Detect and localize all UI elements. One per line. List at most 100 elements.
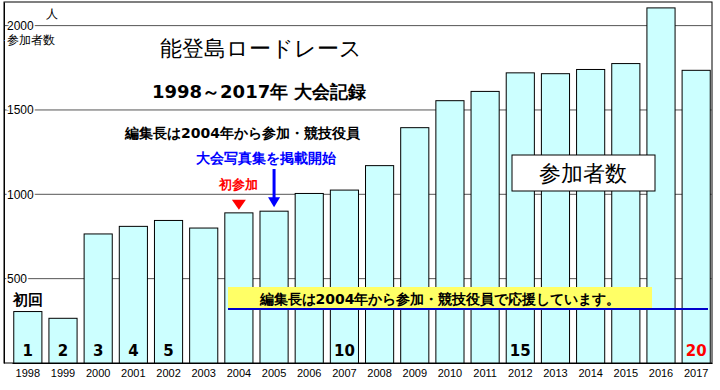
x-tick: 2011	[473, 363, 497, 379]
x-tick: 2008	[367, 363, 391, 379]
bar	[612, 64, 640, 363]
x-tick-label: 1999	[51, 367, 75, 379]
x-tick-label: 2011	[473, 367, 497, 379]
annotations: 編集長は2004年から参加・競技役員大会写真集を掲載開始初参加 参加者数編集長は2…	[12, 125, 708, 309]
edition-label: 2	[58, 342, 68, 360]
x-tick: 2017	[684, 363, 708, 379]
x-tick-label: 2005	[262, 367, 286, 379]
y-axis-title: 参加者数	[7, 33, 55, 47]
annotation: 参加者数	[539, 161, 627, 186]
x-tick-label: 2001	[121, 367, 145, 379]
x-tick-label: 2000	[86, 367, 110, 379]
bar	[577, 69, 605, 363]
x-tick: 2012	[508, 363, 532, 379]
bar	[49, 318, 77, 363]
grid-line	[4, 109, 712, 110]
x-tick-label: 2007	[332, 367, 356, 379]
annotation-arrowhead	[268, 197, 280, 207]
annotation: 編集長は2004年から参加・競技役員	[124, 125, 361, 141]
x-tick-label: 2010	[438, 367, 462, 379]
x-tick-label: 2009	[403, 367, 427, 379]
edition-label: 4	[128, 342, 138, 360]
annotation: 大会写真集を掲載開始	[196, 150, 337, 166]
x-tick: 2005	[262, 363, 286, 379]
x-axis-line	[13, 363, 713, 364]
x-tick-label: 2015	[614, 367, 638, 379]
x-tick: 2007	[332, 363, 356, 379]
y-tick-label: 500	[7, 272, 27, 286]
y-tick-label: 1000	[7, 188, 34, 202]
y-tick: 1500	[4, 103, 34, 117]
chart: 500 1000 1500 2000 1998 1999 2000 2001 2002 2003 2…	[0, 0, 720, 390]
y-axis-unit: 人	[46, 7, 58, 21]
x-tick: 2015	[614, 363, 638, 379]
bar	[119, 226, 147, 363]
bar	[330, 190, 358, 363]
x-tick: 2000	[86, 363, 110, 379]
bar	[471, 91, 499, 363]
plot-frame	[4, 2, 712, 363]
annotation: 編集長は2004年から参加・競技役員で応援しています。	[259, 291, 621, 307]
x-tick-label: 2017	[684, 367, 708, 379]
x-tick: 2010	[438, 363, 462, 379]
y-tick: 2000	[4, 19, 34, 33]
x-tick: 2009	[403, 363, 427, 379]
edition-label: 1	[23, 342, 33, 360]
y-tick: 500	[4, 272, 27, 286]
edition-label: 20	[686, 342, 707, 360]
bar	[366, 166, 394, 363]
annotation-arrow	[273, 169, 276, 199]
y-axis: 500 1000 1500 2000	[4, 3, 34, 364]
edition-labels: 1 2 3 4 5 10 15 20	[23, 342, 707, 360]
y-tick-label: 2000	[7, 19, 34, 33]
annotation: 初回	[12, 291, 43, 309]
bar	[682, 70, 710, 363]
bar	[14, 312, 42, 363]
edition-label: 15	[510, 342, 531, 360]
grid-line	[4, 25, 712, 26]
annotation: 初参加	[218, 177, 258, 192]
x-tick: 2004	[227, 363, 251, 379]
edition-label: 3	[93, 342, 103, 360]
bars	[14, 8, 710, 363]
x-tick: 1998	[16, 363, 40, 379]
x-tick-label: 2012	[508, 367, 532, 379]
x-tick-label: 2013	[543, 367, 567, 379]
bar	[295, 193, 323, 363]
annotation-box	[228, 287, 652, 309]
annotation-box	[512, 155, 655, 191]
x-tick-label: 2006	[297, 367, 321, 379]
x-tick-label: 2004	[227, 367, 251, 379]
x-tick: 1999	[51, 363, 75, 379]
x-tick-label: 1998	[16, 367, 40, 379]
x-axis: 1998 1999 2000 2001 2002 2003 2004 2005 2006 2007…	[13, 363, 713, 379]
title: 能登島ロードレース	[160, 36, 362, 61]
edition-label: 10	[334, 342, 355, 360]
x-tick-label: 2003	[191, 367, 215, 379]
y-tick-label: 1500	[7, 103, 34, 117]
x-tick: 2014	[578, 363, 602, 379]
x-tick: 2006	[297, 363, 321, 379]
bar	[190, 228, 218, 363]
edition-label: 5	[163, 342, 173, 360]
x-tick-label: 2008	[367, 367, 391, 379]
bar	[436, 101, 464, 363]
bar	[84, 234, 112, 363]
x-tick-label: 2002	[156, 367, 180, 379]
y-tick: 1000	[4, 188, 34, 202]
x-tick: 2016	[649, 363, 673, 379]
bar	[541, 74, 569, 363]
x-tick: 2001	[121, 363, 145, 379]
x-tick-label: 2016	[649, 367, 673, 379]
x-tick: 2003	[191, 363, 215, 379]
y-axis-line	[4, 3, 5, 364]
annotation-marker	[232, 200, 246, 210]
x-tick: 2013	[543, 363, 567, 379]
bar	[401, 128, 429, 363]
bar	[154, 220, 182, 363]
annotation-underline	[228, 308, 708, 310]
x-tick: 2002	[156, 363, 180, 379]
subtitle: 1998～2017年 大会記録	[152, 81, 366, 102]
x-tick-label: 2014	[578, 367, 602, 379]
bar	[506, 73, 534, 363]
